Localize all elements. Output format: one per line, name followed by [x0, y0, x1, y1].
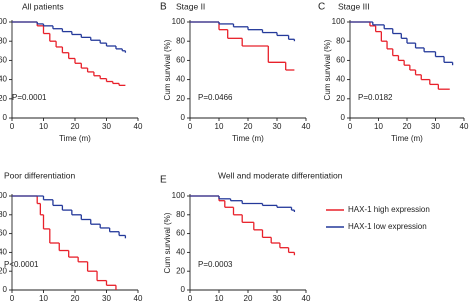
panel-letter: B: [160, 2, 167, 13]
y-tick-label: 80: [176, 210, 185, 219]
y-tick-label: 100: [332, 17, 346, 26]
x-tick-label: 40: [302, 294, 311, 303]
y-tick-label: 80: [0, 210, 8, 219]
x-tick-label: 30: [431, 122, 440, 131]
y-axis-label: Cum survival (%): [163, 212, 172, 273]
y-tick-label: 60: [0, 56, 8, 65]
panel-title: Poor differentiation: [4, 170, 75, 180]
y-tick-label: 0: [341, 113, 346, 122]
y-tick-label: 80: [176, 36, 185, 45]
y-tick-label: 80: [336, 36, 345, 45]
y-axis-label: Cum survival (%): [163, 39, 172, 100]
y-tick-label: 0: [181, 113, 186, 122]
x-axis-label: Time (m): [59, 134, 91, 143]
y-tick-label: 40: [336, 75, 345, 84]
p-value: P<0.0001: [4, 260, 39, 269]
y-tick-label: 60: [176, 56, 185, 65]
y-tick-label: 20: [0, 94, 8, 103]
x-tick-label: 30: [102, 122, 111, 131]
y-tick-label: 60: [0, 229, 8, 238]
y-axis-label: Cum survival (%): [323, 39, 332, 100]
y-tick-label: 100: [0, 191, 8, 200]
x-tick-label: 30: [273, 122, 282, 131]
x-axis-label: Time (m): [232, 134, 264, 143]
y-tick-label: 20: [336, 94, 345, 103]
y-tick-label: 100: [0, 17, 8, 26]
x-axis-label: Time (m): [391, 134, 423, 143]
panel-title: Stage II: [176, 1, 205, 11]
y-tick-label: 60: [176, 229, 185, 238]
panel-title: All patients: [22, 1, 64, 11]
x-tick-label: 20: [71, 122, 80, 131]
x-tick-label: 40: [302, 122, 311, 131]
x-tick-label: 0: [348, 122, 353, 131]
x-tick-label: 40: [134, 122, 143, 131]
x-tick-label: 30: [102, 294, 111, 303]
y-tick-label: 20: [176, 266, 185, 275]
y-tick-label: 20: [0, 266, 8, 275]
legend-label: HAX-1 low expression: [348, 222, 427, 231]
y-tick-label: 0: [3, 285, 8, 294]
x-tick-label: 10: [39, 294, 48, 303]
p-value: P=0.0003: [198, 260, 233, 269]
x-tick-label: 20: [403, 122, 412, 131]
x-tick-label: 20: [244, 122, 253, 131]
p-value: P=0.0182: [358, 93, 393, 102]
y-tick-label: 0: [181, 285, 186, 294]
y-tick-label: 40: [176, 248, 185, 257]
y-tick-label: 100: [172, 17, 186, 26]
x-tick-label: 10: [374, 122, 383, 131]
x-tick-label: 10: [215, 294, 224, 303]
legend-label: HAX-1 high expression: [348, 205, 430, 214]
x-tick-label: 0: [10, 122, 15, 131]
panel-title: Stage III: [338, 1, 370, 11]
y-tick-label: 60: [336, 56, 345, 65]
p-value: P=0.0466: [198, 93, 233, 102]
x-tick-label: 40: [460, 122, 469, 131]
y-tick-label: 0: [3, 113, 8, 122]
panel-title: Well and moderate differentiation: [218, 170, 343, 180]
y-tick-label: 100: [172, 191, 186, 200]
x-tick-label: 30: [273, 294, 282, 303]
y-tick-label: 40: [0, 75, 8, 84]
x-tick-label: 20: [71, 294, 80, 303]
x-tick-label: 0: [188, 294, 193, 303]
x-tick-label: 40: [134, 294, 143, 303]
x-tick-label: 0: [188, 122, 193, 131]
y-tick-label: 20: [176, 94, 185, 103]
y-tick-label: 40: [176, 75, 185, 84]
panel-letter: E: [160, 175, 167, 186]
x-tick-label: 0: [10, 294, 15, 303]
x-tick-label: 10: [215, 122, 224, 131]
x-tick-label: 10: [39, 122, 48, 131]
x-tick-label: 20: [244, 294, 253, 303]
panel-letter: C: [318, 2, 325, 13]
y-tick-label: 40: [0, 248, 8, 257]
y-tick-label: 80: [0, 36, 8, 45]
p-value: P=0.0001: [12, 93, 47, 102]
